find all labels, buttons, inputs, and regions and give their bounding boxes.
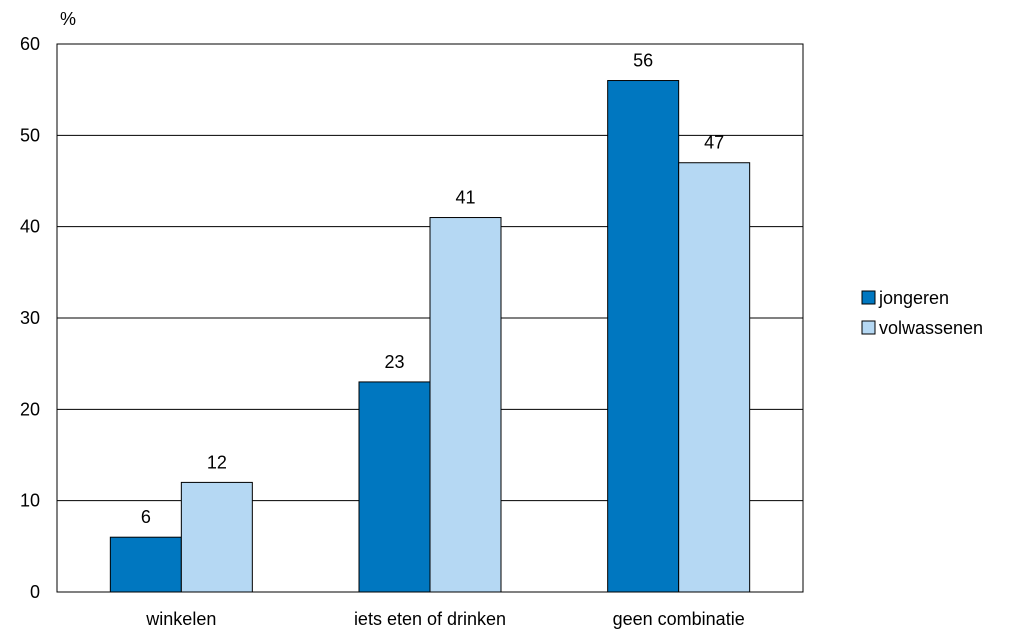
y-tick-label: 50: [20, 125, 40, 145]
category-label: iets eten of drinken: [354, 609, 506, 629]
category-label: winkelen: [145, 609, 216, 629]
bar-jongeren-0: [109, 536, 182, 593]
bar-volwassenen-2: [678, 162, 751, 593]
y-tick-label: 10: [20, 491, 40, 511]
data-label: 41: [455, 188, 475, 208]
y-tick-label: 0: [30, 582, 40, 602]
y-tick-label: 30: [20, 308, 40, 328]
data-label: 23: [384, 352, 404, 372]
bar-jongeren-1: [358, 381, 431, 593]
data-label: 12: [207, 452, 227, 472]
data-label: 47: [704, 133, 724, 153]
data-labels: 6 12 23 41 56 47: [141, 51, 724, 528]
y-tick-label: 20: [20, 399, 40, 419]
y-axis-ticks: 0 10 20 30 40 50 60: [20, 34, 40, 602]
category-labels: winkelen iets eten of drinken geen combina…: [145, 609, 744, 629]
y-tick-label: 60: [20, 34, 40, 54]
category-label: geen combinatie: [613, 609, 745, 629]
legend-swatch: [861, 290, 876, 305]
legend: jongeren volwassenen: [861, 288, 983, 338]
y-axis-unit: %: [60, 9, 76, 29]
legend-swatch: [861, 320, 876, 335]
bar-jongeren-2: [607, 80, 680, 593]
data-label: 6: [141, 507, 151, 527]
data-label: 56: [633, 51, 653, 71]
y-tick-label: 40: [20, 217, 40, 237]
bars: [109, 80, 751, 593]
bar-volwassenen-0: [180, 481, 253, 593]
legend-label: jongeren: [878, 288, 949, 308]
bar-volwassenen-1: [429, 217, 502, 593]
legend-label: volwassenen: [879, 318, 983, 338]
